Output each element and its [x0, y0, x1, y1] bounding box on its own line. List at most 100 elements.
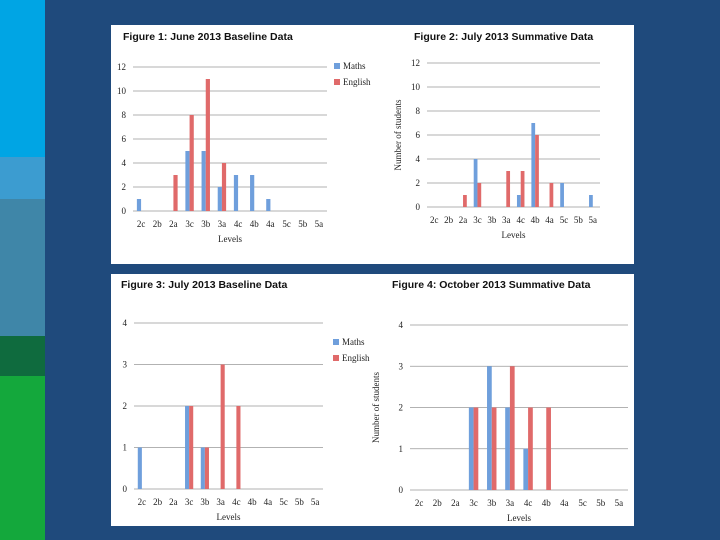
figure-3-title: Figure 3: July 2013 Baseline Data — [121, 279, 288, 291]
fig1-bar-english-2a — [173, 175, 178, 211]
fig1-legend-label-maths: Maths — [343, 61, 366, 71]
fig4-y-tick-label: 1 — [399, 444, 404, 454]
fig3-bar-maths-2c — [137, 447, 142, 489]
fig1-y-tick-label: 6 — [122, 134, 127, 144]
fig4-bar-english-4b — [546, 407, 551, 490]
fig1-bar-english-3b — [205, 79, 210, 211]
fig4-bar-english-4c — [528, 407, 533, 490]
fig2-y-tick-label: 12 — [411, 58, 420, 68]
fig3-legend-swatch-english — [333, 355, 339, 361]
fig1-x-axis-title: Levels — [218, 234, 242, 244]
fig3-bar-english-3c — [189, 406, 194, 489]
fig4-bar-english-3c — [473, 407, 479, 490]
fig1-legend-swatch-english — [334, 79, 340, 85]
fig1-y-tick-label: 10 — [117, 86, 127, 96]
fig1-x-tick-label: 5c — [282, 219, 291, 229]
stripe-4 — [0, 336, 45, 376]
fig1-legend-swatch-maths — [334, 63, 340, 69]
fig3-bar-maths-3b — [200, 447, 205, 489]
fig3-x-axis-title: Levels — [217, 512, 241, 522]
fig2-x-tick-label: 4b — [531, 215, 541, 225]
fig3-bar-maths-3c — [185, 406, 190, 489]
fig1-x-tick-label: 3c — [185, 219, 194, 229]
fig4-bar-english-3a — [509, 366, 515, 490]
fig4-y-axis-title: Number of students — [371, 372, 381, 443]
fig2-x-tick-label: 5b — [574, 215, 584, 225]
fig1-x-tick-label: 3b — [201, 219, 211, 229]
stripe-1 — [0, 0, 45, 157]
fig4-x-tick-label: 5c — [578, 498, 587, 508]
fig1-bar-maths-3c — [185, 151, 190, 211]
fig4-bar-maths-3b — [487, 366, 492, 490]
fig3-legend-label-english: English — [342, 353, 370, 363]
fig2-x-tick-label: 5a — [589, 215, 598, 225]
fig4-y-tick-label: 4 — [399, 320, 404, 330]
fig1-y-tick-label: 0 — [122, 206, 127, 216]
figure-4-title: Figure 4: October 2013 Summative Data — [392, 279, 591, 291]
fig1-x-tick-label: 4b — [250, 219, 260, 229]
fig3-y-tick-label: 4 — [123, 318, 128, 328]
fig2-x-tick-label: 3a — [502, 215, 511, 225]
fig1-x-tick-label: 2b — [153, 219, 163, 229]
fig2-bar-english-4a — [549, 183, 554, 207]
fig1-y-tick-label: 12 — [117, 62, 126, 72]
fig4-x-tick-label: 5b — [596, 498, 606, 508]
fig4-x-tick-label: 2b — [433, 498, 443, 508]
fig2-x-tick-label: 5c — [560, 215, 569, 225]
fig1-x-tick-label: 5a — [315, 219, 324, 229]
fig3-x-tick-label: 4a — [264, 497, 273, 507]
fig2-bar-maths-3c — [473, 159, 478, 207]
fig4-x-tick-label: 5a — [615, 498, 624, 508]
fig2-x-tick-label: 3b — [487, 215, 497, 225]
figure-2-title: Figure 2: July 2013 Summative Data — [414, 31, 594, 43]
fig2-x-axis-title: Levels — [502, 230, 526, 240]
fig3-x-tick-label: 3c — [185, 497, 194, 507]
fig1-bar-maths-2c — [136, 199, 142, 211]
fig4-x-tick-label: 2a — [451, 498, 460, 508]
fig3-x-tick-label: 5c — [279, 497, 288, 507]
fig2-x-tick-label: 4c — [516, 215, 525, 225]
fig2-y-tick-label: 0 — [416, 202, 421, 212]
fig2-bar-english-3c — [477, 183, 482, 207]
fig2-bar-english-2a — [463, 195, 467, 207]
fig4-x-tick-label: 4c — [524, 498, 533, 508]
fig2-y-tick-label: 2 — [416, 178, 421, 188]
fig3-x-tick-label: 4c — [232, 497, 241, 507]
fig2-y-tick-label: 8 — [416, 106, 421, 116]
fig1-x-tick-label: 4c — [234, 219, 243, 229]
fig2-bar-english-4c — [520, 171, 525, 207]
fig3-x-tick-label: 2c — [138, 497, 147, 507]
fig4-x-tick-label: 3a — [506, 498, 515, 508]
fig2-y-tick-label: 4 — [416, 154, 421, 164]
fig4-bar-maths-4c — [523, 448, 529, 490]
fig1-x-tick-label: 2c — [137, 219, 146, 229]
fig2-y-tick-label: 6 — [416, 130, 421, 140]
fig4-x-tick-label: 3b — [487, 498, 497, 508]
fig1-bar-english-3a — [221, 163, 227, 211]
fig2-x-tick-label: 2c — [430, 215, 439, 225]
fig1-x-tick-label: 3a — [218, 219, 227, 229]
fig3-x-tick-label: 2a — [169, 497, 178, 507]
fig1-bar-english-3c — [189, 115, 194, 211]
top-figure-panel — [111, 25, 634, 264]
fig1-x-tick-label: 2a — [169, 219, 178, 229]
fig2-bar-maths-5a — [589, 195, 593, 207]
fig3-x-tick-label: 4b — [248, 497, 258, 507]
figure-1-title: Figure 1: June 2013 Baseline Data — [123, 31, 293, 43]
fig3-bar-english-4c — [236, 406, 241, 489]
fig2-y-axis-title: Number of students — [393, 99, 403, 170]
fig3-y-tick-label: 3 — [123, 360, 128, 370]
fig3-legend-label-maths: Maths — [342, 337, 365, 347]
fig4-bar-english-3b — [491, 407, 497, 490]
fig2-y-tick-label: 10 — [411, 82, 421, 92]
fig1-bar-maths-3b — [201, 151, 206, 211]
fig4-bar-maths-3c — [468, 407, 474, 490]
fig1-bar-maths-4a — [266, 199, 271, 211]
fig2-x-tick-label: 4a — [545, 215, 554, 225]
stripe-3 — [0, 199, 45, 336]
fig4-y-tick-label: 2 — [399, 403, 404, 413]
fig2-bar-english-3a — [506, 171, 511, 207]
fig3-x-tick-label: 2b — [153, 497, 163, 507]
fig4-x-tick-label: 3c — [469, 498, 478, 508]
